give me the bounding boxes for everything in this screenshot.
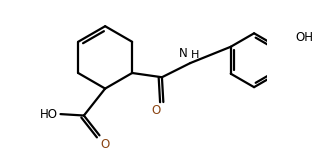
Text: O: O [100,138,110,151]
Text: OH: OH [295,31,312,44]
Text: N: N [179,47,188,60]
Text: H: H [191,50,199,60]
Text: O: O [152,104,161,117]
Text: HO: HO [40,108,58,121]
